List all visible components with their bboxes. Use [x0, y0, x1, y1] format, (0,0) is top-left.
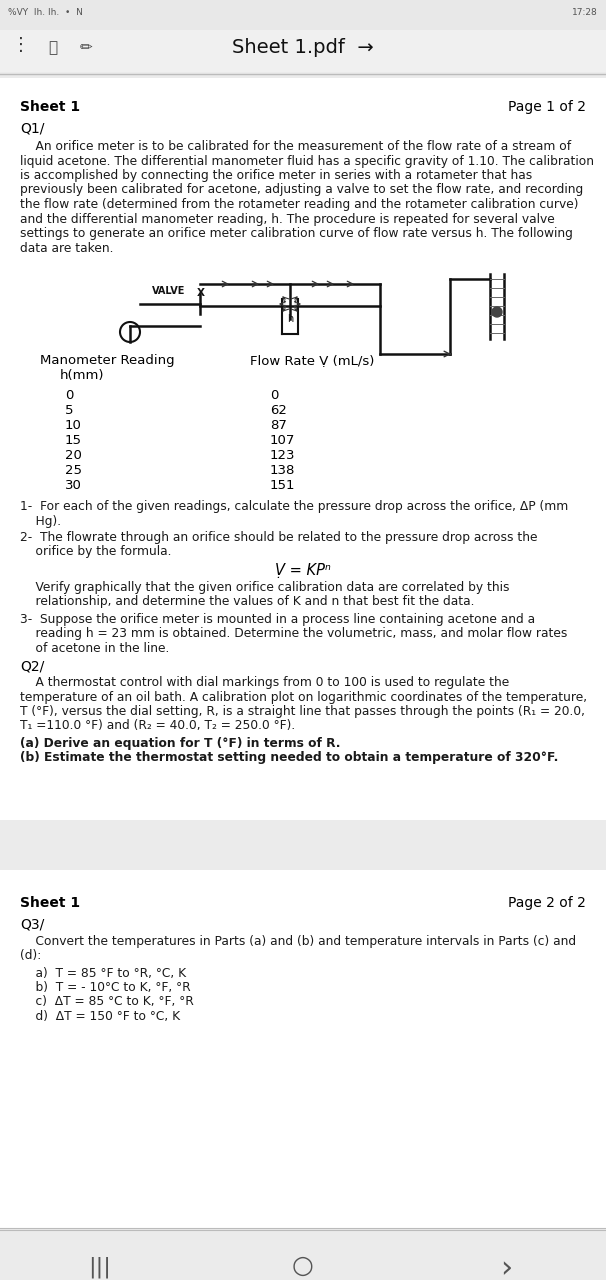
Text: 151: 151 — [270, 479, 296, 492]
Text: Sheet 1: Sheet 1 — [20, 100, 80, 114]
Text: Manometer Reading: Manometer Reading — [40, 355, 175, 367]
Text: ⋮: ⋮ — [12, 36, 30, 54]
Text: Q1/: Q1/ — [20, 122, 44, 136]
Text: Sheet 1.pdf  →: Sheet 1.pdf → — [232, 38, 374, 58]
Bar — [0, 870, 606, 1230]
Text: c)  ΔT = 85 °C to K, °F, °R: c) ΔT = 85 °C to K, °F, °R — [20, 996, 194, 1009]
Text: settings to generate an orifice meter calibration curve of flow rate versus h. T: settings to generate an orifice meter ca… — [20, 227, 573, 241]
Text: Flow Rate Ṿ (mL/s): Flow Rate Ṿ (mL/s) — [250, 355, 375, 367]
Text: h(mm): h(mm) — [60, 369, 104, 381]
Text: Convert the temperatures in Parts (a) and (b) and temperature intervals in Parts: Convert the temperatures in Parts (a) an… — [20, 934, 576, 947]
Text: 3-  Suppose the orifice meter is mounted in a process line containing acetone an: 3- Suppose the orifice meter is mounted … — [20, 613, 535, 626]
Text: Q2/: Q2/ — [20, 659, 44, 673]
Text: Hg).: Hg). — [20, 515, 61, 527]
Text: relationship, and determine the values of K and n that best fit the data.: relationship, and determine the values o… — [20, 595, 474, 608]
Text: 25: 25 — [65, 463, 82, 477]
Text: 1-  For each of the given readings, calculate the pressure drop across the orifi: 1- For each of the given readings, calcu… — [20, 500, 568, 513]
Text: reading h = 23 mm is obtained. Determine the volumetric, mass, and molar flow ra: reading h = 23 mm is obtained. Determine… — [20, 627, 567, 640]
Bar — [0, 820, 606, 870]
Text: ›: › — [500, 1254, 512, 1280]
Text: (d):: (d): — [20, 948, 41, 963]
Text: 2-  The flowrate through an orifice should be related to the pressure drop acros: 2- The flowrate through an orifice shoul… — [20, 531, 538, 544]
Text: Page 1 of 2: Page 1 of 2 — [508, 100, 586, 114]
Text: 17:28: 17:28 — [572, 8, 598, 17]
Text: 138: 138 — [270, 463, 295, 477]
Circle shape — [492, 307, 502, 317]
Text: 107: 107 — [270, 434, 295, 447]
Text: T₁ =110.0 °F) and (R₂ = 40.0, T₂ = 250.0 °F).: T₁ =110.0 °F) and (R₂ = 40.0, T₂ = 250.0… — [20, 719, 295, 732]
Bar — [0, 0, 606, 29]
Text: data are taken.: data are taken. — [20, 242, 113, 255]
Text: (a) Derive an equation for T (°F) in terms of R.: (a) Derive an equation for T (°F) in ter… — [20, 737, 341, 750]
Text: 0: 0 — [270, 389, 278, 402]
Text: X: X — [197, 288, 205, 298]
Text: %VY  lh. lh.  •  N: %VY lh. lh. • N — [8, 8, 83, 17]
Text: is accomplished by connecting the orifice meter in series with a rotameter that : is accomplished by connecting the orific… — [20, 169, 532, 182]
Text: 87: 87 — [270, 419, 287, 431]
Text: a)  T = 85 °F to °R, °C, K: a) T = 85 °F to °R, °C, K — [20, 966, 186, 979]
Text: VALVE: VALVE — [152, 285, 185, 296]
Text: of acetone in the line.: of acetone in the line. — [20, 643, 169, 655]
Text: 123: 123 — [270, 449, 296, 462]
Text: b)  T = - 10°C to K, °F, °R: b) T = - 10°C to K, °F, °R — [20, 980, 191, 995]
Text: 10: 10 — [65, 419, 82, 431]
Text: Verify graphically that the given orifice calibration data are correlated by thi: Verify graphically that the given orific… — [20, 581, 510, 594]
Text: Q3/: Q3/ — [20, 918, 44, 932]
Text: A thermostat control with dial markings from 0 to 100 is used to regulate the: A thermostat control with dial markings … — [20, 676, 509, 689]
Text: liquid acetone. The differential manometer fluid has a specific gravity of 1.10.: liquid acetone. The differential manomet… — [20, 155, 594, 168]
Text: h: h — [287, 314, 293, 324]
Text: and the differential manometer reading, h. The procedure is repeated for several: and the differential manometer reading, … — [20, 212, 554, 225]
Bar — [0, 1228, 606, 1280]
Text: |||: ||| — [88, 1256, 112, 1277]
Text: orifice by the formula.: orifice by the formula. — [20, 545, 171, 558]
Bar — [0, 78, 606, 820]
Text: (b) Estimate the thermostat setting needed to obtain a temperature of 320°F.: (b) Estimate the thermostat setting need… — [20, 751, 558, 764]
Bar — [0, 29, 606, 72]
Text: 20: 20 — [65, 449, 82, 462]
Text: 15: 15 — [65, 434, 82, 447]
Text: 62: 62 — [270, 404, 287, 417]
Text: Sheet 1: Sheet 1 — [20, 896, 80, 910]
Text: ⬜: ⬜ — [48, 40, 57, 55]
Text: 5: 5 — [65, 404, 73, 417]
Text: previously been calibrated for acetone, adjusting a valve to set the flow rate, : previously been calibrated for acetone, … — [20, 183, 583, 197]
Text: 30: 30 — [65, 479, 82, 492]
Text: d)  ΔT = 150 °F to °C, K: d) ΔT = 150 °F to °C, K — [20, 1010, 180, 1023]
Text: Page 2 of 2: Page 2 of 2 — [508, 896, 586, 910]
Text: Ṿ = KPⁿ: Ṿ = KPⁿ — [275, 563, 331, 579]
Text: An orifice meter is to be calibrated for the measurement of the flow rate of a s: An orifice meter is to be calibrated for… — [20, 140, 571, 154]
Text: T (°F), versus the dial setting, R, is a straight line that passes through the p: T (°F), versus the dial setting, R, is a… — [20, 705, 585, 718]
Text: ✏: ✏ — [80, 40, 93, 55]
Text: 0: 0 — [65, 389, 73, 402]
Text: the flow rate (determined from the rotameter reading and the rotameter calibrati: the flow rate (determined from the rotam… — [20, 198, 579, 211]
Text: ○: ○ — [292, 1254, 314, 1277]
Text: temperature of an oil bath. A calibration plot on logarithmic coordinates of the: temperature of an oil bath. A calibratio… — [20, 690, 587, 704]
